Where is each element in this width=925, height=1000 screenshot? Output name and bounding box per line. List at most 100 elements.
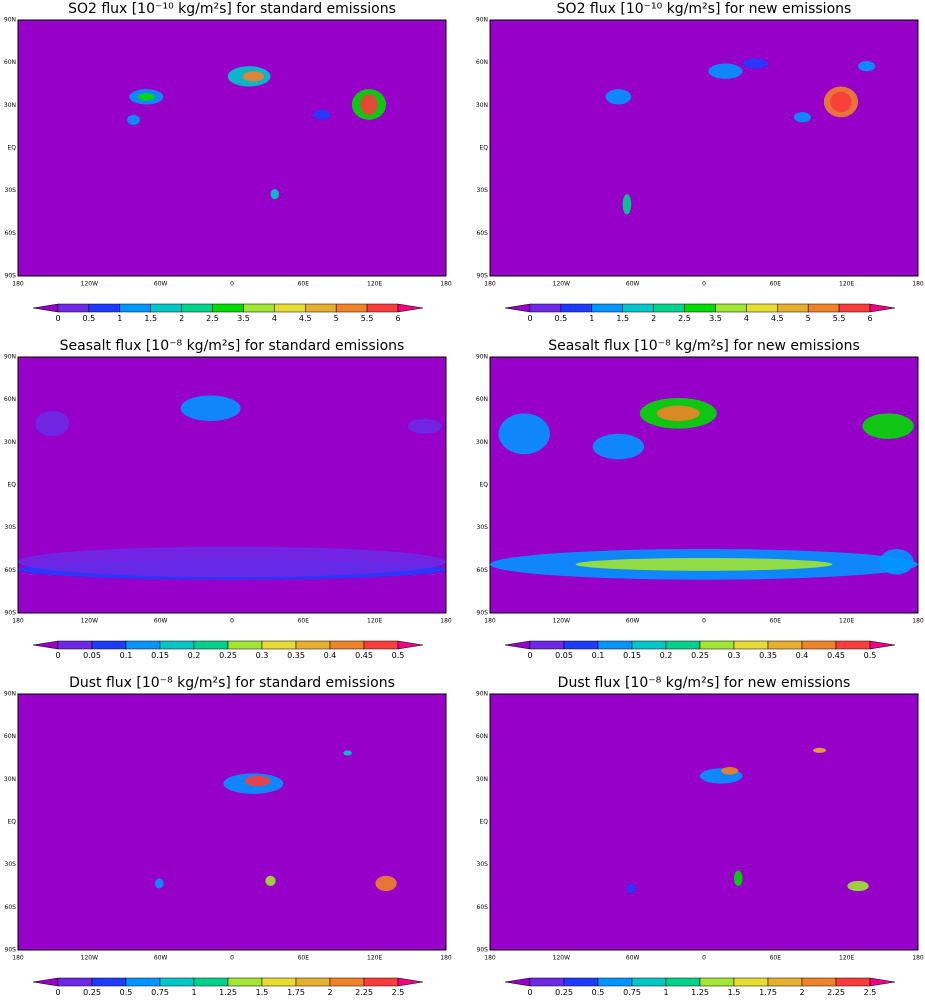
- lon-label: 120E: [839, 955, 854, 962]
- colorbar-label: 0: [55, 314, 60, 323]
- colorbar-swatch: [563, 640, 599, 650]
- colorbar-label: 0.75: [623, 988, 641, 997]
- colorbar-label: 5.5: [361, 314, 374, 323]
- colorbar-swatch: [653, 303, 685, 313]
- lon-label: 180: [912, 955, 924, 962]
- colorbar-swatch: [295, 977, 331, 987]
- colorbar-swatch: [295, 640, 331, 650]
- lat-label: 60N: [476, 59, 488, 66]
- lat-label: 60N: [476, 396, 488, 403]
- colorbar-swatch: [150, 303, 182, 313]
- lat-label: EQ: [479, 482, 488, 489]
- colorbar-label: 0.5: [592, 988, 605, 997]
- lon-label: 0: [702, 955, 706, 962]
- colorbar-label: 0.3: [256, 651, 269, 660]
- lat-label: 60S: [5, 230, 17, 237]
- colorbar-swatch: [261, 640, 297, 650]
- colorbar-label: 0.45: [355, 651, 373, 660]
- lat-label: 30N: [476, 776, 488, 783]
- lat-label: 30S: [477, 187, 489, 194]
- map-field: [489, 693, 919, 951]
- lat-label: 30N: [4, 102, 16, 109]
- field-blob: [375, 875, 397, 892]
- colorbar-swatch: [119, 303, 151, 313]
- colorbar-swatch: [529, 303, 562, 313]
- colorbar-swatch: [665, 977, 701, 987]
- colorbar-swatch: [193, 977, 229, 987]
- colorbar-swatch: [597, 977, 633, 987]
- colorbar-swatch: [335, 303, 368, 313]
- lon-label: 0: [230, 955, 234, 962]
- colorbar-label: 4: [744, 314, 749, 323]
- colorbar-swatch: [57, 303, 90, 313]
- colorbar-swatch: [631, 640, 667, 650]
- field-blob: [265, 875, 276, 886]
- field-blob: [793, 112, 811, 123]
- colorbar-label: 2.25: [355, 988, 373, 997]
- lat-label: EQ: [479, 819, 488, 826]
- field-blob: [858, 60, 876, 72]
- lon-label: 120E: [367, 618, 382, 625]
- lat-label: 90S: [5, 947, 17, 954]
- colorbar-swatch: [57, 977, 93, 987]
- lon-label: 0: [230, 281, 234, 288]
- colorbar-label: 3.5: [237, 314, 250, 323]
- colorbar-label: 1.5: [256, 988, 269, 997]
- colorbar-label: 0.4: [796, 651, 809, 660]
- colorbar-arrow: [504, 640, 531, 650]
- lat-label: 90N: [476, 691, 488, 698]
- lon-label: 180: [440, 955, 452, 962]
- colorbar-swatch: [88, 303, 121, 313]
- field-blob: [879, 549, 914, 575]
- field-blob: [626, 883, 636, 894]
- colorbar-swatch: [838, 303, 871, 313]
- panel-title: Dust flux [10⁻⁸ kg/m²s] for new emission…: [558, 675, 851, 691]
- lat-label: EQ: [7, 145, 16, 152]
- map-field: [17, 19, 447, 277]
- panel-title: SO2 flux [10⁻¹⁰ kg/m²s] for standard emi…: [68, 1, 396, 17]
- colorbar-arrow: [869, 640, 896, 650]
- colorbar-label: 0.4: [324, 651, 337, 660]
- field-blob: [862, 413, 914, 439]
- field-blob: [830, 91, 852, 113]
- field-blob: [605, 89, 632, 105]
- colorbar-swatch: [767, 640, 803, 650]
- colorbar-swatch: [227, 977, 263, 987]
- lon-label: 60W: [154, 618, 168, 625]
- colorbar-label: 0: [527, 988, 532, 997]
- field-blob: [360, 94, 378, 115]
- colorbar-swatch: [684, 303, 716, 313]
- lat-label: EQ: [7, 482, 16, 489]
- lat-label: 90N: [4, 354, 16, 361]
- colorbar-label: 1: [589, 314, 594, 323]
- colorbar-arrow: [397, 303, 424, 313]
- colorbar-label: 2.5: [864, 988, 877, 997]
- field-blob: [35, 410, 70, 437]
- lon-label: 180: [440, 618, 452, 625]
- lat-label: 60N: [4, 59, 16, 66]
- colorbar-label: 0.1: [120, 651, 133, 660]
- colorbar-swatch: [91, 640, 127, 650]
- colorbar-label: 2: [651, 314, 656, 323]
- colorbar-swatch: [125, 977, 161, 987]
- lat-label: 90S: [5, 610, 17, 617]
- colorbar-swatch: [529, 640, 565, 650]
- map-field: [489, 19, 919, 277]
- panel-title: Dust flux [10⁻⁸ kg/m²s] for standard emi…: [69, 675, 395, 691]
- map-field: [17, 693, 447, 951]
- lon-label: 120W: [553, 955, 570, 962]
- field-blob: [708, 63, 743, 79]
- lat-label: 90S: [477, 273, 489, 280]
- colorbar-label: 0.5: [120, 988, 133, 997]
- colorbar-swatch: [733, 640, 769, 650]
- lon-label: 120W: [81, 618, 98, 625]
- lon-label: 60E: [298, 955, 310, 962]
- colorbar-label: 0.15: [151, 651, 169, 660]
- colorbar-swatch: [274, 303, 306, 313]
- panel-title: Seasalt flux [10⁻⁸ kg/m²s] for standard …: [60, 338, 405, 354]
- lat-label: 60S: [477, 230, 489, 237]
- colorbar-label: 1.5: [616, 314, 629, 323]
- colorbar-swatch: [212, 303, 244, 313]
- colorbar-swatch: [622, 303, 654, 313]
- colorbar-swatch: [329, 640, 365, 650]
